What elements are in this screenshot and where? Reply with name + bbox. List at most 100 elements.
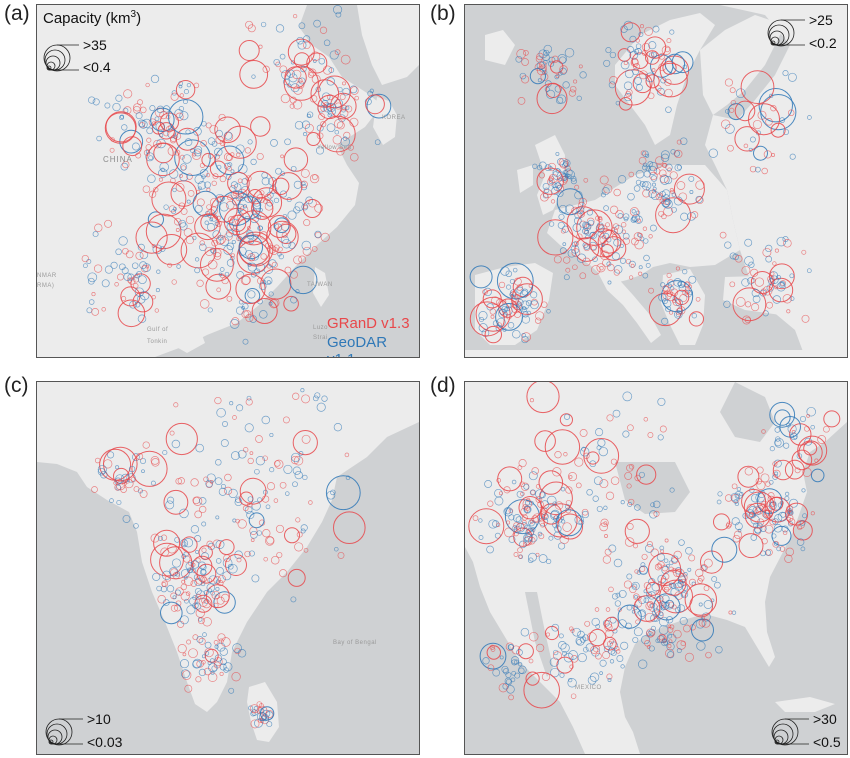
reservoir-circle [266, 482, 276, 491]
reservoir-circle [285, 491, 290, 496]
legend-title-text: Capacity (km [43, 10, 131, 27]
reservoir-circle [512, 267, 518, 273]
reservoir-circle [724, 241, 732, 249]
reservoir-circle [196, 660, 204, 668]
reservoir-circle [160, 601, 183, 625]
reservoir-circle [87, 277, 95, 285]
reservoir-circle [636, 218, 641, 223]
reservoir-circle [273, 197, 280, 204]
reservoir-circle [513, 530, 519, 537]
reservoir-circle [749, 136, 756, 143]
reservoir-circle [175, 80, 196, 100]
reservoir-circle [784, 554, 793, 563]
reservoir-circle [516, 286, 524, 294]
reservoir-circle [602, 258, 611, 268]
reservoir-circle [192, 660, 201, 669]
reservoir-circle [558, 633, 564, 639]
reservoir-circle [132, 283, 139, 289]
reservoir-circle [292, 481, 298, 488]
reservoir-circle [498, 281, 506, 289]
reservoir-circle [689, 190, 694, 194]
map-east-asia: CHINA Yellow Sea TAIWAN KOREA NMAR RMA) … [36, 4, 420, 358]
reservoir-circle [205, 273, 232, 300]
reservoir-circle [639, 566, 646, 572]
reservoir-circle [513, 659, 520, 665]
reservoir-circle [186, 199, 191, 204]
reservoir-circle [633, 627, 643, 637]
reservoir-circle [161, 582, 167, 587]
reservoir-circle [653, 62, 688, 98]
reservoir-circle [214, 594, 220, 599]
reservoir-circle [639, 24, 645, 29]
reservoir-circle [555, 151, 560, 156]
reservoir-circle [800, 546, 806, 552]
reservoir-circle [607, 678, 612, 682]
reservoir-circle [180, 583, 187, 591]
reservoir-circle [548, 221, 555, 227]
reservoir-circle [273, 223, 279, 229]
reservoir-circle [258, 282, 267, 291]
reservoir-circle [504, 677, 512, 685]
reservoir-circle [234, 647, 241, 655]
reservoir-circle [641, 42, 651, 52]
reservoir-circle [529, 398, 534, 403]
reservoir-circle [125, 250, 134, 259]
reservoir-circle [584, 620, 591, 627]
reservoir-circle [543, 49, 550, 57]
reservoir-circle [688, 275, 697, 284]
reservoir-circle [269, 467, 275, 473]
reservoir-circle [528, 471, 538, 481]
reservoir-circle [267, 244, 276, 254]
reservoir-circle [219, 267, 225, 272]
reservoir-circle [194, 204, 203, 213]
reservoir-circle [195, 593, 202, 600]
reservoir-circle [224, 486, 233, 495]
reservoir-circle [525, 529, 531, 535]
reservoir-circle [293, 85, 303, 95]
reservoir-circle [529, 489, 536, 496]
reservoir-circle [748, 103, 780, 136]
reservoir-circle [194, 257, 200, 262]
reservoir-circle [600, 518, 609, 527]
reservoir-circle [486, 645, 501, 660]
reservoir-circle [599, 175, 609, 185]
reservoir-circle [139, 489, 148, 498]
reservoir-circle [644, 26, 654, 36]
reservoir-circle [529, 521, 537, 530]
reservoir-circle [239, 60, 269, 89]
reservoir-circle [647, 591, 656, 600]
reservoir-circle [172, 206, 177, 211]
reservoir-circle [655, 156, 664, 165]
reservoir-circle [603, 620, 613, 629]
reservoir-circle [556, 188, 584, 216]
reservoir-circle [297, 40, 307, 50]
reservoir-circle [577, 653, 587, 663]
reservoir-circle [210, 195, 238, 223]
reservoir-circle [666, 38, 672, 44]
reservoir-circle [578, 197, 588, 207]
reservoir-circle [652, 186, 657, 191]
legend-title-sup: 3 [130, 9, 137, 20]
reservoir-circle [214, 116, 241, 144]
reservoir-circle [204, 648, 219, 663]
reservoir-circle [123, 89, 133, 99]
reservoir-circle [520, 627, 530, 637]
reservoir-circle [606, 261, 612, 267]
reservoir-circle [676, 648, 682, 654]
reservoir-circle [772, 518, 779, 525]
reservoir-circle [523, 50, 529, 56]
reservoir-circle [581, 508, 589, 516]
reservoir-circle [135, 251, 144, 260]
reservoir-circle [290, 455, 300, 465]
reservoir-circle [184, 138, 193, 146]
reservoir-circle [174, 109, 184, 118]
reservoir-circle [295, 517, 301, 523]
reservoir-circle [321, 395, 328, 402]
reservoir-circle [227, 216, 235, 224]
reservoir-circle [537, 219, 574, 256]
reservoir-circle [240, 186, 250, 196]
reservoir-circle [266, 220, 299, 254]
reservoir-circle [281, 232, 288, 239]
reservoir-circle [784, 491, 790, 497]
reservoir-circle [799, 519, 806, 526]
